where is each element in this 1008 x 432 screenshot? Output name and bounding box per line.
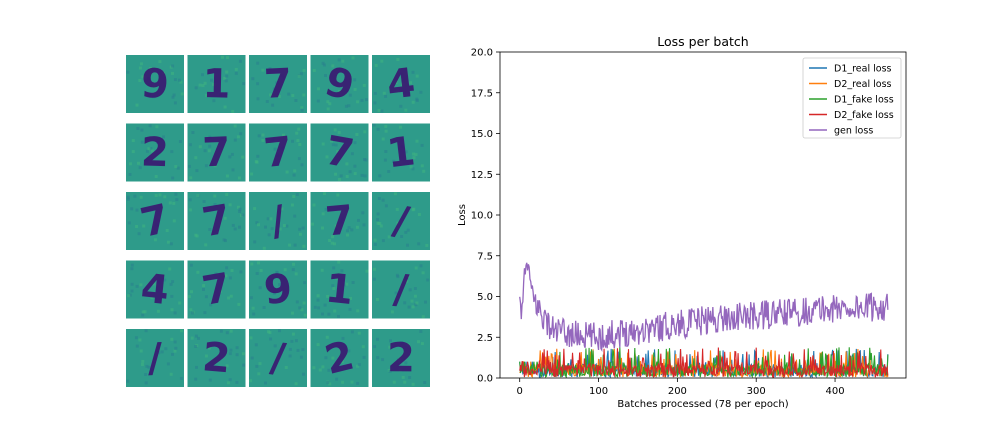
sample-image: 7 xyxy=(310,192,369,250)
sample-image: 7 xyxy=(187,192,246,250)
series-line-d2-fake-loss xyxy=(519,347,889,378)
sample-image: 2 xyxy=(372,329,430,387)
sample-digit: 1 xyxy=(323,266,355,315)
legend-label: D2_fake loss xyxy=(834,110,894,121)
legend-entry: D1_real loss xyxy=(809,64,892,75)
x-tick-label: 400 xyxy=(826,386,845,397)
sample-digit: 1 xyxy=(202,61,231,108)
sample-digit: / xyxy=(392,266,411,313)
sample-image: / xyxy=(372,192,430,250)
y-tick-label: 10.0 xyxy=(471,211,493,222)
sample-image: 1 xyxy=(372,123,430,182)
sample-digit: 7 xyxy=(262,129,294,178)
y-tick-label: 0.0 xyxy=(477,374,493,385)
sample-digit: 1 xyxy=(384,128,417,177)
sample-image: 7 xyxy=(187,260,246,319)
y-tick-label: 2.5 xyxy=(477,333,493,344)
legend-label: D2_real loss xyxy=(834,79,892,90)
sample-image: 9 xyxy=(126,55,184,113)
sample-digit: / xyxy=(268,335,288,382)
sample-image: 9 xyxy=(249,260,307,319)
generated-samples-grid: 9 1 7 9 42 7 7 7 17 7/7/4 7 9 1//2/2 2 xyxy=(126,55,430,387)
y-tick-label: 12.5 xyxy=(471,170,493,181)
y-tick-label: 17.5 xyxy=(471,88,493,99)
x-tick-label: 0 xyxy=(517,386,523,397)
y-tick-label: 15.0 xyxy=(471,129,493,140)
sample-image: / xyxy=(249,329,307,387)
sample-image: 9 xyxy=(310,55,369,113)
legend-entry: gen loss xyxy=(809,126,873,137)
y-tick-label: 7.5 xyxy=(477,251,493,262)
sample-digit: 7 xyxy=(263,61,293,108)
sample-image: 4 xyxy=(372,55,430,113)
sample-digit: 2 xyxy=(201,334,232,382)
sample-digit: 9 xyxy=(140,61,171,109)
legend-entry: D1_fake loss xyxy=(809,95,894,106)
sample-image: 7 xyxy=(249,55,307,113)
loss-chart: Loss per batch 0.0 2.5 5.0 7.5 10.0 12.5 15.0 1… xyxy=(457,34,907,410)
x-tick-label: 100 xyxy=(589,386,608,397)
sample-digit: 7 xyxy=(202,129,232,176)
sample-digit: 4 xyxy=(139,266,171,315)
y-axis: 0.0 2.5 5.0 7.5 10.0 12.5 15.0 17.5 20.0 xyxy=(471,48,500,385)
legend-label: D1_fake loss xyxy=(834,95,894,106)
x-tick-label: 300 xyxy=(747,386,766,397)
sample-image: 7 xyxy=(249,123,307,182)
legend-box xyxy=(802,57,902,139)
sample-image: 4 xyxy=(126,260,184,319)
x-axis-label: Batches processed (78 per epoch) xyxy=(617,399,788,410)
sample-digit: 7 xyxy=(324,197,356,245)
y-axis-label: Loss xyxy=(457,204,468,226)
sample-digit: / xyxy=(147,335,164,381)
sample-digit: 2 xyxy=(387,335,415,381)
sample-image: / xyxy=(126,329,184,387)
sample-image: 7 xyxy=(187,123,246,182)
sample-image: 1 xyxy=(187,55,246,113)
sample-image: 1 xyxy=(310,260,369,319)
sample-image: 2 xyxy=(310,329,369,387)
legend-entry: D2_fake loss xyxy=(809,110,894,121)
sample-image: / xyxy=(249,192,307,250)
y-tick-label: 5.0 xyxy=(477,292,493,303)
sample-image: 2 xyxy=(126,123,184,182)
sample-image: / xyxy=(372,260,430,319)
sample-digit: 2 xyxy=(140,129,169,176)
sample-image: 2 xyxy=(187,329,246,387)
legend-label: gen loss xyxy=(834,126,873,137)
x-tick-label: 200 xyxy=(668,386,687,397)
chart-legend: D1_real loss D2_real loss D1_fake loss D2_f… xyxy=(802,57,902,139)
legend-label: D1_real loss xyxy=(834,64,892,75)
sample-image: 7 xyxy=(126,192,184,250)
legend-entry: D2_real loss xyxy=(809,79,892,90)
sample-digit: 9 xyxy=(262,266,294,314)
y-tick-label: 20.0 xyxy=(471,48,493,59)
sample-digit: 4 xyxy=(385,60,418,109)
chart-title: Loss per batch xyxy=(657,34,748,49)
series-line-gen-loss xyxy=(519,262,889,353)
sample-image: 7 xyxy=(310,123,369,182)
x-axis: 0 100 200 300 400 xyxy=(517,378,845,397)
